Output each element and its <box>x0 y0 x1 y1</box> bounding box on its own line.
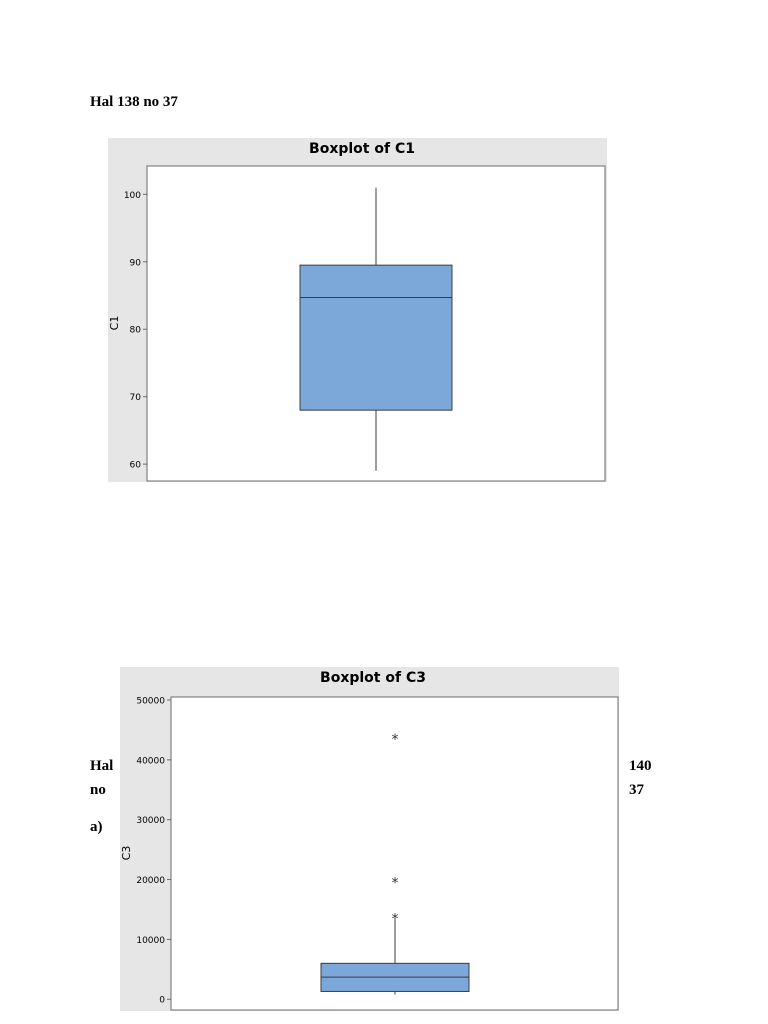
iqr-box <box>299 264 453 411</box>
y-tick-label: 20000 <box>136 876 165 886</box>
y-tick-label: 60 <box>130 461 142 471</box>
outlier-point: * <box>392 732 399 748</box>
y-axis-ticks: 0 10000 20000 30000 40000 50000 <box>136 696 171 1006</box>
boxplot-c1-chart: Boxplot of C1 C1 60 70 80 90 100 <box>108 138 607 482</box>
outlier-point: * <box>392 876 399 892</box>
y-axis-label: C3 <box>120 846 133 861</box>
y-tick-label: 70 <box>130 393 142 403</box>
y-tick-label: 30000 <box>136 816 165 826</box>
y-axis-label: C1 <box>108 316 121 331</box>
boxplot-c3-svg: Boxplot of C3 C3 0 10000 20000 30000 40000 50… <box>120 667 619 1011</box>
y-tick-label: 50000 <box>136 696 165 706</box>
chart-title: Boxplot of C1 <box>309 141 415 157</box>
side-left-a: a) <box>90 819 103 835</box>
boxplot-c1-svg: Boxplot of C1 C1 60 70 80 90 100 <box>108 138 607 482</box>
box-group: * * * <box>320 732 470 995</box>
boxplot-c3-chart: Boxplot of C3 C3 0 10000 20000 30000 40000 50… <box>120 667 619 1011</box>
chart-title: Boxplot of C3 <box>320 670 426 686</box>
y-tick-label: 40000 <box>136 756 165 766</box>
y-tick-label: 100 <box>124 191 141 201</box>
page-heading: Hal 138 no 37 <box>90 94 178 110</box>
side-right-140: 140 <box>629 758 652 774</box>
y-tick-label: 10000 <box>136 936 165 946</box>
y-axis-ticks: 60 70 80 90 100 <box>124 191 147 471</box>
side-right-37: 37 <box>629 782 644 798</box>
box-group <box>299 187 453 471</box>
y-tick-label: 0 <box>159 996 165 1006</box>
y-tick-label: 80 <box>130 326 142 336</box>
side-left-no: no <box>90 782 106 798</box>
outlier-point: * <box>392 911 399 927</box>
y-tick-label: 90 <box>130 258 142 268</box>
side-left-hal: Hal <box>90 758 114 774</box>
